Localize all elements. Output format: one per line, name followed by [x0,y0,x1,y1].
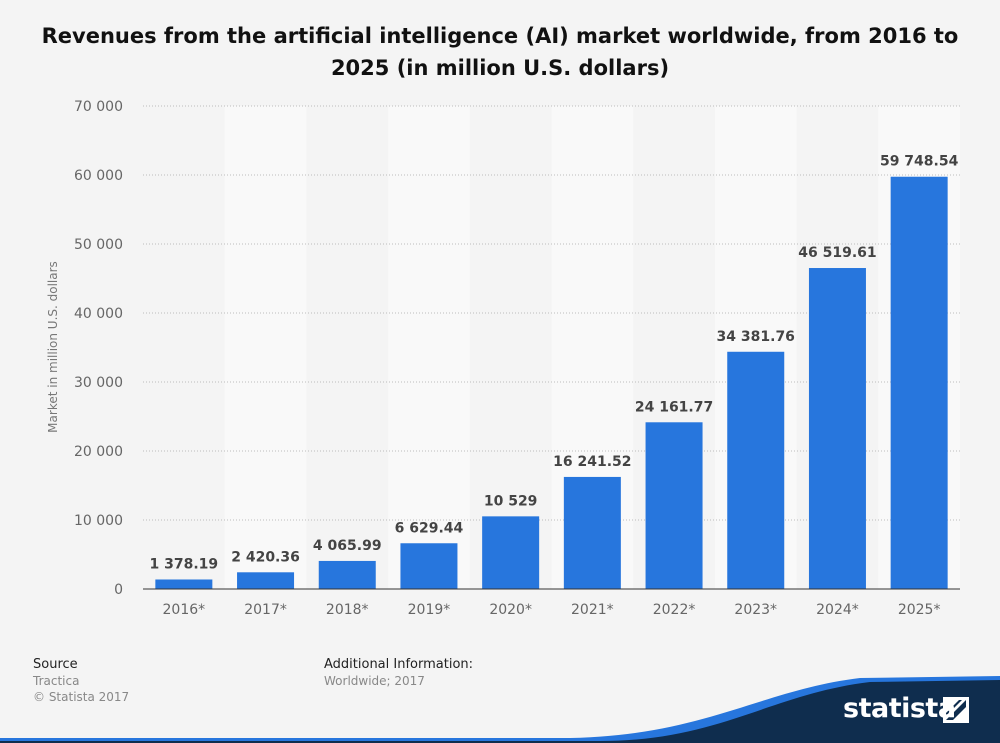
bar [155,579,213,589]
x-tick-label: 2017* [244,602,287,618]
bar [890,176,948,589]
bars [155,176,948,589]
value-label: 16 241.52 [553,454,631,470]
additional-info-heading: Additional Information: [324,657,474,672]
x-tick-label: 2023* [734,602,777,618]
bar [318,560,376,589]
bar [808,268,866,589]
brand-wave-dark [0,680,1000,743]
value-label: 34 381.76 [717,329,795,345]
y-tick-label: 0 [114,582,123,598]
bar-chart: 0 10 000 20 000 30 000 40 000 50 000 60 000 70 … [74,99,960,618]
copyright-text: © Statista 2017 [33,690,130,704]
y-tick-label: 70 000 [74,99,123,115]
value-label: 24 161.77 [635,399,713,415]
x-axis-ticks: 2016* 2017* 2018* 2019* 2020* 2021* 2022* 2023*… [163,602,941,618]
value-label: 2 420.36 [231,549,300,565]
y-tick-label: 50 000 [74,237,123,253]
source-name[interactable]: Tractica [33,674,80,688]
value-label: 59 748.54 [880,154,959,170]
bar [563,476,621,589]
x-tick-label: 2016* [163,602,206,618]
value-labels: 1 378.19 2 420.36 4 065.99 6 629.44 10 529 16… [150,154,959,573]
bar [400,543,458,589]
x-tick-label: 2024* [816,602,859,618]
value-label: 10 529 [484,493,538,509]
bar [727,351,785,589]
y-tick-label: 60 000 [74,168,123,184]
x-tick-label: 2019* [408,602,451,618]
x-tick-label: 2020* [489,602,532,618]
statista-logo-icon[interactable] [943,697,969,723]
y-tick-label: 20 000 [74,444,123,460]
x-tick-label: 2018* [326,602,369,618]
background-band [224,106,307,589]
background-band [388,106,470,589]
x-tick-label: 2021* [571,602,614,618]
additional-info-text: Worldwide; 2017 [324,674,425,688]
bar [482,516,540,589]
additional-info-block: Additional Information: Worldwide; 2017 [324,657,473,689]
value-label: 1 378.19 [150,556,219,572]
y-tick-label: 10 000 [74,513,123,529]
source-block: Source Tractica © Statista 2017 [33,657,129,705]
bar [645,422,703,589]
chart-title: Revenues from the artificial intelligenc… [41,24,959,80]
bar [237,572,295,589]
x-tick-label: 2022* [653,602,696,618]
y-tick-label: 30 000 [74,375,123,391]
source-heading: Source [33,657,78,672]
value-label: 46 519.61 [798,245,876,261]
value-label: 6 629.44 [395,520,464,536]
y-axis-ticks: 0 10 000 20 000 30 000 40 000 50 000 60 000 70 … [74,99,123,598]
statista-logo-text[interactable]: statista [843,693,956,724]
y-tick-label: 40 000 [74,306,123,322]
value-label: 4 065.99 [313,538,382,554]
grid-lines [143,105,960,521]
x-tick-label: 2025* [898,602,941,618]
